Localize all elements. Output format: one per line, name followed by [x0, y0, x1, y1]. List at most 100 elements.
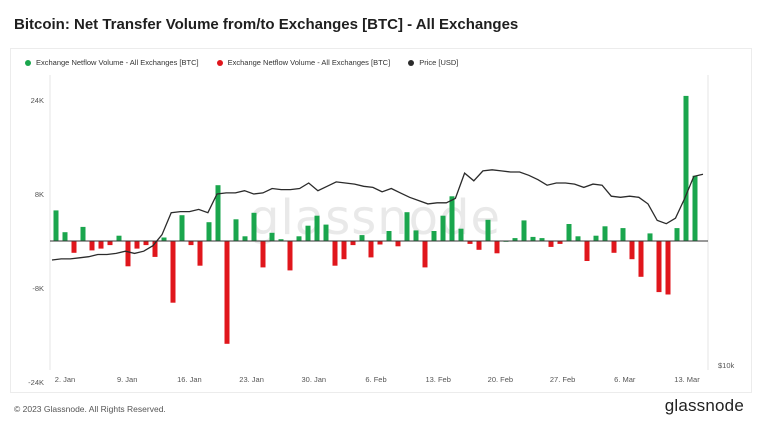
- x-tick-label: 20. Feb: [488, 375, 513, 384]
- x-tick-label: 6. Feb: [365, 375, 386, 384]
- netflow-bar-positive: [80, 226, 86, 241]
- netflow-bar-positive: [116, 235, 122, 241]
- x-tick-label: 27. Feb: [550, 375, 575, 384]
- netflow-bar-negative: [656, 241, 662, 293]
- netflow-bar-negative: [188, 241, 194, 246]
- x-tick-label: 23. Jan: [239, 375, 264, 384]
- legend-dot-red: [216, 59, 223, 66]
- netflow-bar-positive: [674, 228, 680, 241]
- legend-item-price[interactable]: Price [USD]: [408, 58, 458, 67]
- netflow-bar-positive: [647, 233, 653, 241]
- netflow-bar-positive: [386, 231, 392, 241]
- netflow-bar-positive: [566, 224, 572, 241]
- netflow-bar-negative: [584, 241, 590, 261]
- netflow-bar-positive: [530, 236, 536, 241]
- legend-item-netflow-positive[interactable]: Exchange Netflow Volume - All Exchanges …: [25, 58, 199, 67]
- netflow-bar-positive: [449, 196, 455, 241]
- legend-item-netflow-negative[interactable]: Exchange Netflow Volume - All Exchanges …: [216, 58, 391, 67]
- netflow-bar-positive: [179, 215, 185, 241]
- legend-label-netflow-positive: Exchange Netflow Volume - All Exchanges …: [36, 58, 199, 67]
- netflow-bar-positive: [620, 228, 626, 241]
- netflow-bar-negative: [467, 241, 473, 244]
- netflow-bar-negative: [224, 241, 230, 344]
- netflow-bar-positive: [53, 210, 59, 241]
- netflow-bar-positive: [512, 238, 518, 241]
- netflow-bar-positive: [314, 215, 320, 241]
- y-tick-label: 8K: [35, 190, 44, 199]
- netflow-bar-positive: [359, 235, 365, 241]
- netflow-bar-positive: [251, 212, 257, 241]
- netflow-bar-positive: [539, 238, 545, 241]
- x-tick-label: 13. Feb: [425, 375, 450, 384]
- watermark: glassnode: [249, 190, 502, 246]
- netflow-bar-negative: [350, 241, 356, 246]
- y-tick-label: -24K: [28, 378, 44, 387]
- price-line: [51, 169, 704, 261]
- netflow-bar-negative: [143, 241, 149, 246]
- legend-dot-price: [408, 59, 415, 66]
- netflow-bar-negative: [107, 241, 113, 246]
- netflow-bar-positive: [692, 175, 698, 241]
- netflow-bar-negative: [611, 241, 617, 253]
- y-tick-label: -8K: [32, 284, 44, 293]
- netflow-bar-negative: [134, 241, 140, 249]
- netflow-bar-positive: [62, 232, 68, 241]
- netflow-bar-positive: [215, 185, 221, 241]
- netflow-bar-positive: [206, 222, 212, 241]
- netflow-bar-positive: [242, 236, 248, 241]
- legend-label-price: Price [USD]: [419, 58, 459, 67]
- netflow-bar-positive: [269, 232, 275, 241]
- legend-dot-green: [25, 59, 31, 66]
- x-tick-label: 30. Jan: [301, 375, 326, 384]
- netflow-bar-negative: [71, 241, 77, 253]
- netflow-bar-negative: [422, 241, 428, 268]
- netflow-bar-positive: [323, 224, 329, 241]
- netflow-bar-positive: [440, 215, 446, 241]
- netflow-bar-positive: [458, 228, 464, 241]
- netflow-bar-positive: [404, 212, 410, 241]
- chart-title: Bitcoin: Net Transfer Volume from/to Exc…: [14, 16, 519, 33]
- glassnode-logo[interactable]: glassnode: [664, 396, 744, 415]
- netflow-bar-positive: [233, 219, 239, 241]
- chart-panel: [10, 48, 752, 393]
- netflow-bar-negative: [494, 241, 500, 254]
- netflow-bar-positive: [296, 236, 302, 241]
- netflow-bar-negative: [341, 241, 347, 260]
- x-tick-label: 2. Jan: [55, 375, 75, 384]
- netflow-bar-negative: [395, 241, 401, 247]
- netflow-bar-negative: [629, 241, 635, 260]
- netflow-bar-negative: [260, 241, 266, 268]
- netflow-bar-negative: [170, 241, 176, 303]
- netflow-bar-negative: [125, 241, 131, 267]
- y-tick-label: 24K: [31, 96, 44, 105]
- netflow-bar-negative: [377, 241, 383, 245]
- legend-label-netflow-negative: Exchange Netflow Volume - All Exchanges …: [227, 58, 391, 67]
- netflow-bar-positive: [485, 219, 491, 241]
- x-tick-label: 16. Jan: [177, 375, 202, 384]
- netflow-bar-positive: [431, 231, 437, 241]
- netflow-bar-negative: [89, 241, 95, 251]
- x-tick-label: 13. Mar: [674, 375, 700, 384]
- netflow-bar-negative: [557, 241, 563, 244]
- netflow-bar-negative: [152, 241, 158, 257]
- netflow-bar-negative: [197, 241, 203, 266]
- x-tick-label: 9. Jan: [117, 375, 137, 384]
- netflow-bar-negative: [98, 241, 104, 249]
- netflow-bar-positive: [413, 230, 419, 241]
- netflow-bar-positive: [278, 239, 284, 241]
- legend: Exchange Netflow Volume - All Exchanges …: [25, 58, 458, 67]
- netflow-bar-negative: [476, 241, 482, 250]
- netflow-bar-positive: [575, 236, 581, 241]
- netflow-bar-positive: [602, 226, 608, 241]
- netflow-bar-positive: [161, 237, 167, 241]
- netflow-bar-positive: [683, 95, 689, 242]
- netflow-bar-positive: [521, 220, 527, 241]
- netflow-bar-negative: [332, 241, 338, 266]
- netflow-bar-negative: [638, 241, 644, 277]
- netflow-bar-negative: [368, 241, 374, 258]
- netflow-bar-positive: [305, 225, 311, 241]
- right-axis-label: $10k: [718, 361, 735, 370]
- copyright-text: © 2023 Glassnode. All Rights Reserved.: [14, 404, 166, 414]
- netflow-bar-negative: [287, 241, 293, 271]
